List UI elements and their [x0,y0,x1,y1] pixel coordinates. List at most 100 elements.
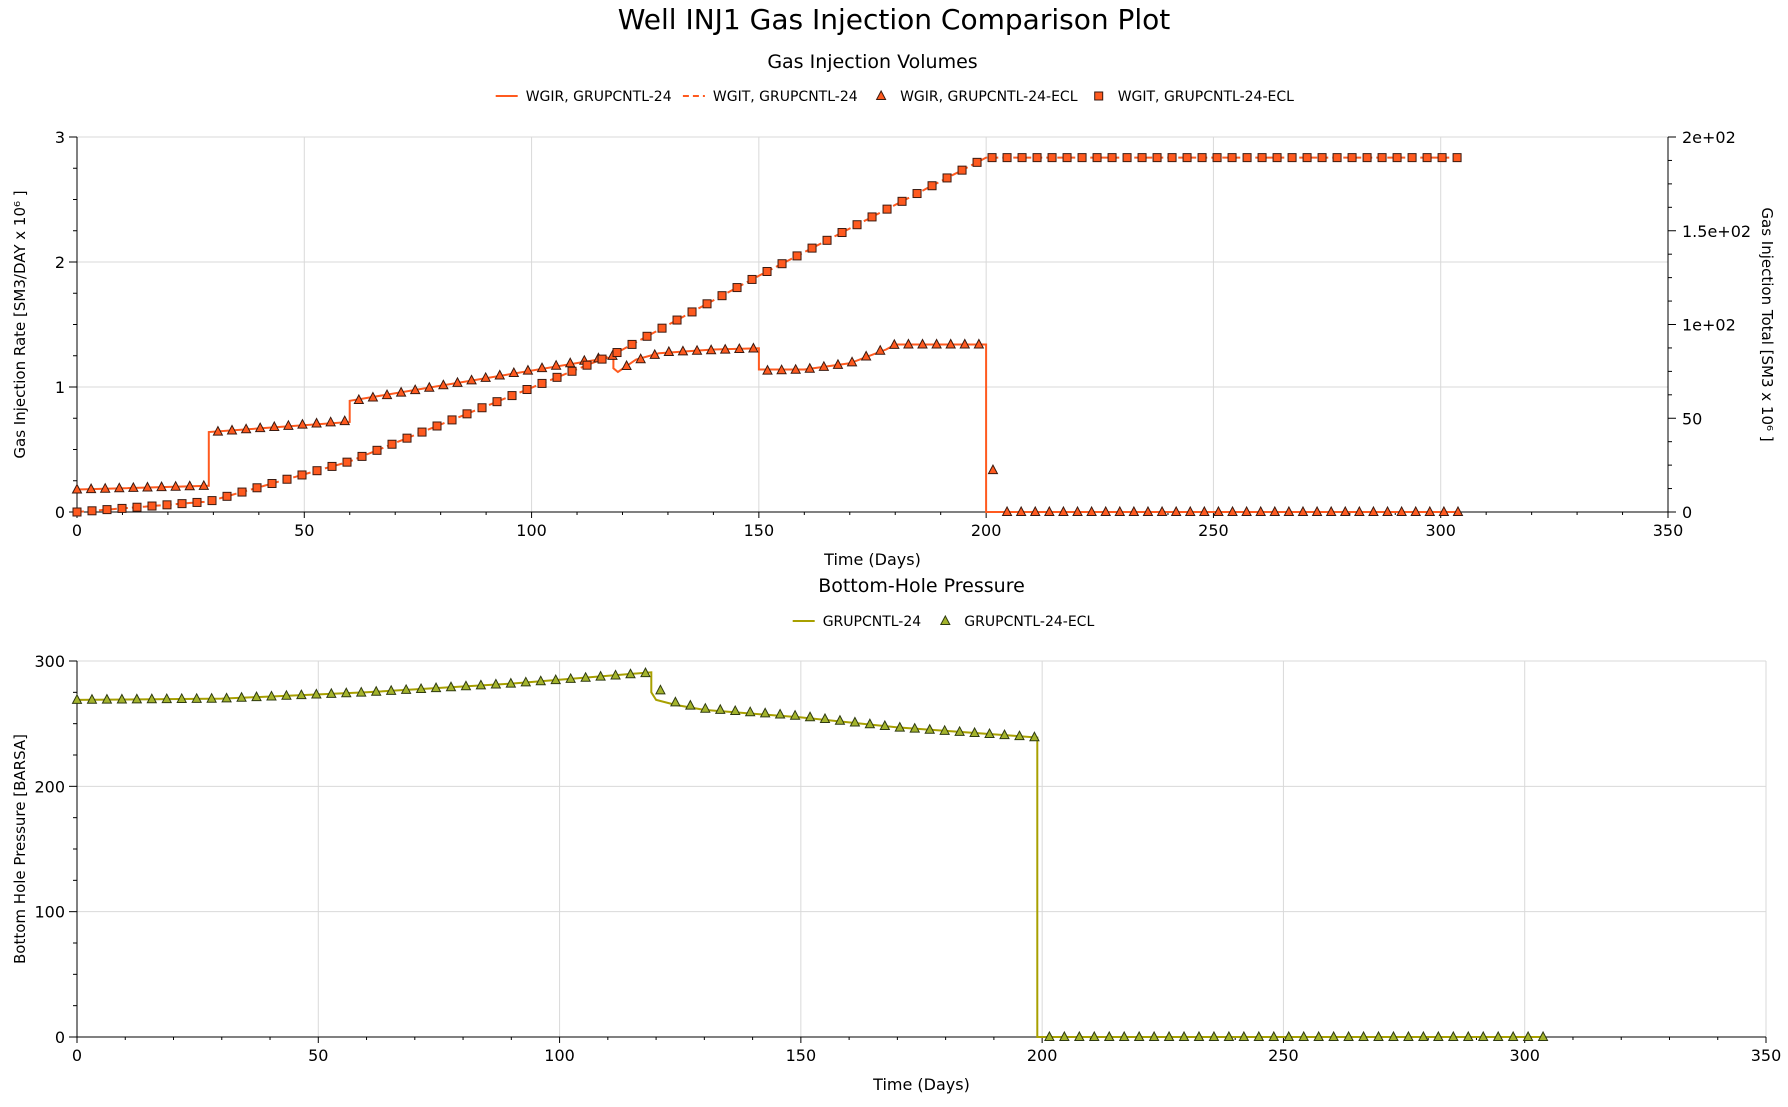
data-point [1368,505,1379,516]
data-point [477,403,487,413]
data-point [1317,153,1327,163]
data-point [226,424,238,435]
data-point [339,415,351,426]
data-point [355,686,367,697]
legend-label: WGIT, GRUPCNTL-24-ECL [1118,89,1294,105]
x-tick-label: 100 [516,521,547,540]
data-point [191,692,203,703]
data-point [649,348,661,359]
data-point [691,344,703,355]
data-point [1227,505,1238,516]
data-point [71,693,83,704]
data-point [687,307,697,317]
data-point [912,189,922,199]
y-tick-label: 100 [34,903,65,922]
data-point [176,692,188,703]
data-point [1029,731,1040,742]
data-point [834,714,846,725]
data-point [1092,153,1102,163]
data-point [1227,153,1237,163]
data-point [296,689,307,700]
data-point [1311,505,1323,516]
data-point [1462,1030,1474,1041]
data-point [162,500,172,510]
legend-item: GRUPCNTL-24 [792,614,921,630]
y2-tick-label: 50 [1682,409,1702,428]
data-point [1001,505,1013,516]
data-point [1298,1030,1310,1041]
y-tick-label: 200 [34,777,65,796]
data-point [325,687,337,698]
data-point [1118,1030,1130,1041]
data-point [357,451,367,461]
data-point [984,727,995,739]
data-point [132,502,142,512]
data-point [642,331,652,341]
legend-item: WGIR, GRUPCNTL-24 [495,89,672,105]
data-point [460,680,472,691]
data-point [423,381,435,392]
data-point [325,416,336,427]
data-point [640,667,651,678]
y2-tick-label: 1.5e+02 [1682,222,1751,241]
data-point [1163,1030,1175,1041]
data-point [903,338,914,349]
data-point [395,386,407,397]
data-point [1015,505,1027,516]
data-point [897,196,907,206]
data-point [1170,505,1182,516]
data-point [1382,505,1393,516]
data-point [254,422,266,433]
y-tick-label: 0 [55,1028,65,1047]
data-point [1438,505,1450,516]
data-point [161,693,173,704]
data-point [1507,1030,1519,1041]
data-point [999,729,1010,740]
data-point [1072,505,1083,516]
data-point [480,371,491,382]
data-point [116,693,128,704]
data-point [747,274,757,284]
data-point [87,506,97,516]
data-point [717,291,727,301]
data-point [1223,1030,1235,1041]
data-point [882,204,892,214]
legend-label: WGIT, GRUPCNTL-24 [713,89,858,105]
data-point [714,703,726,714]
data-point [71,483,83,494]
legend-label: GRUPCNTL-24-ECL [964,614,1094,630]
data-point [777,259,787,269]
data-point [672,315,682,325]
data-point [1392,153,1402,163]
series-line [76,671,1544,1038]
data-point [1492,1030,1504,1041]
x-tick-label: 200 [971,521,1002,540]
data-point [657,323,667,333]
data-point [1088,1030,1100,1041]
data-point [973,338,985,349]
data-point [445,681,457,692]
data-point [972,157,982,167]
data-point [759,707,771,718]
data-point [822,235,832,245]
data-point [702,299,712,309]
x-tick-label: 200 [1027,1046,1058,1065]
data-point [1241,505,1252,516]
data-point [1077,153,1087,163]
data-point [705,344,717,355]
data-point [1029,505,1041,516]
data-point [1137,153,1147,163]
data-point [268,420,280,431]
data-point [522,385,532,395]
data-point [535,675,547,686]
data-point [267,479,277,489]
data-point [552,372,562,382]
data-point [86,693,98,704]
data-point [776,364,787,375]
data-point [1452,505,1464,516]
data-point [1407,153,1417,163]
data-point [849,716,861,727]
data-point [1447,1030,1459,1041]
data-point [550,359,562,370]
